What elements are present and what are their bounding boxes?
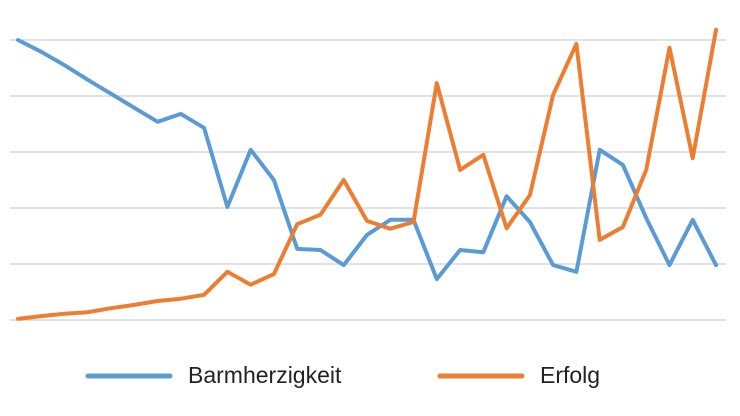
series-line xyxy=(16,27,718,321)
legend-label: Barmherzigkeit xyxy=(188,362,342,388)
legend-label: Erfolg xyxy=(540,362,600,388)
series-line xyxy=(16,38,718,282)
